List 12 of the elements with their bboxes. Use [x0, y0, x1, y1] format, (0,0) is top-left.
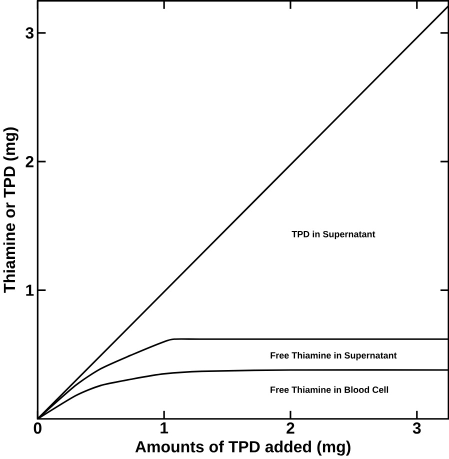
y-tick-label: 2 [26, 156, 34, 168]
x-tick-label: 2 [286, 422, 294, 434]
y-axis-title: Thiamine or TPD (mg) [3, 127, 18, 293]
x-axis-title: Amounts of TPD added (mg) [135, 440, 350, 456]
annotation: TPD in Supernatant [292, 230, 376, 240]
x-tick-label: 0 [34, 422, 42, 434]
annotation: Free Thiamine in Supernatant [270, 352, 397, 360]
y-tick-label: 1 [26, 284, 34, 296]
x-tick-label: 1 [160, 422, 168, 434]
annotation: Free Thiamine in Blood Cell [270, 386, 388, 393]
y-tick-label: 3 [25, 27, 34, 39]
x-tick-label: 3 [412, 422, 421, 434]
